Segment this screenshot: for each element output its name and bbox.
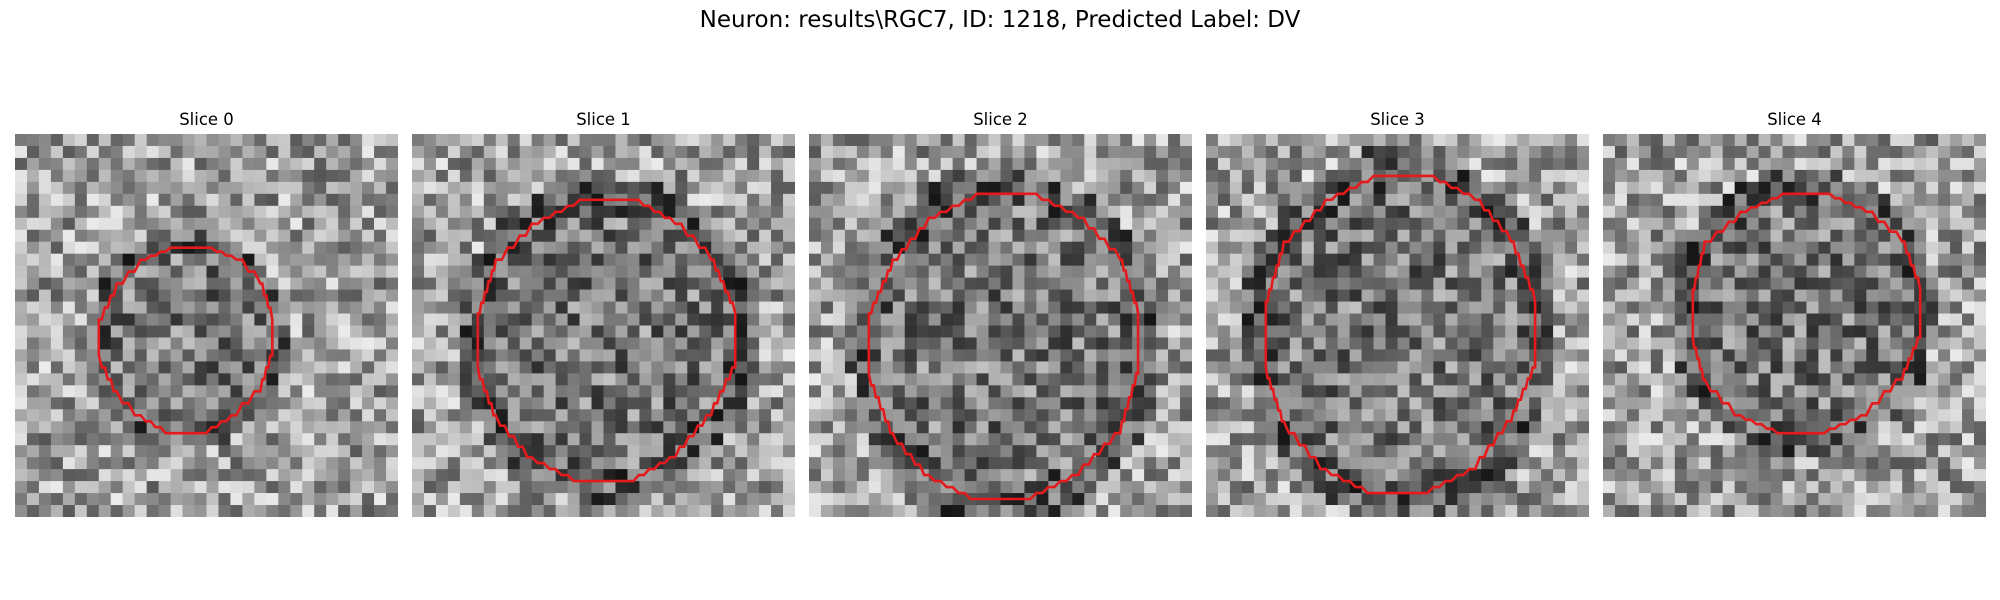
cell-contour bbox=[97, 246, 274, 435]
cell-contour bbox=[476, 198, 737, 483]
slice-image-0 bbox=[15, 134, 398, 517]
figure-title: Neuron: results\RGC7, ID: 1218, Predicte… bbox=[699, 7, 1301, 33]
cell-contour bbox=[1691, 192, 1922, 435]
slice-panel-4: Slice 4 bbox=[1603, 110, 1986, 517]
slice-title-4: Slice 4 bbox=[1767, 110, 1822, 129]
slice-panel-3: Slice 3 bbox=[1206, 110, 1589, 517]
slice-image-3 bbox=[1206, 134, 1589, 517]
slice-panel-1: Slice 1 bbox=[412, 110, 795, 517]
slice-image-1 bbox=[412, 134, 795, 517]
cell-contour bbox=[1264, 174, 1537, 495]
slice-title-3: Slice 3 bbox=[1370, 110, 1425, 129]
cell-contour bbox=[867, 192, 1140, 501]
pixel-grid bbox=[1603, 134, 1986, 517]
pixel-grid bbox=[15, 134, 398, 517]
slice-panel-2: Slice 2 bbox=[809, 110, 1192, 517]
pixel-grid bbox=[1206, 134, 1589, 517]
pixel-grid bbox=[412, 134, 795, 517]
slice-image-2 bbox=[809, 134, 1192, 517]
slice-title-0: Slice 0 bbox=[179, 110, 234, 129]
slice-image-4 bbox=[1603, 134, 1986, 517]
slice-title-1: Slice 1 bbox=[576, 110, 631, 129]
pixel-grid bbox=[809, 134, 1192, 517]
slice-panel-0: Slice 0 bbox=[15, 110, 398, 517]
slice-title-2: Slice 2 bbox=[973, 110, 1028, 129]
